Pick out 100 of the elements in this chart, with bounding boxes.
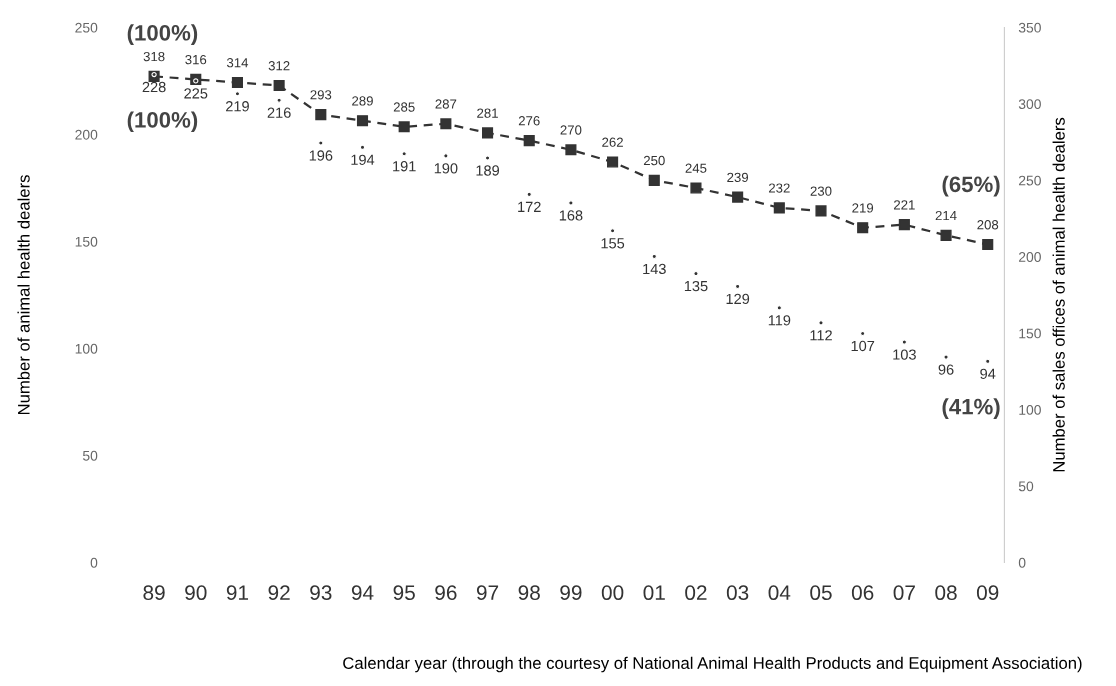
y2-tick-label: 50 (1018, 481, 1034, 492)
x-tick-label: 09 (976, 585, 999, 601)
data-label: 168 (559, 210, 583, 221)
point (273, 79, 285, 92)
data-label: 219 (852, 203, 874, 213)
y2-tick-label: 350 (1018, 22, 1041, 33)
data-label: 194 (351, 154, 375, 165)
annotation: (41%) (942, 398, 1000, 419)
data-label: 285 (393, 102, 415, 112)
point (359, 144, 366, 150)
x-tick-label: 05 (810, 585, 832, 601)
point (898, 219, 910, 231)
data-label: 225 (184, 88, 208, 99)
point (315, 109, 327, 121)
point (318, 140, 324, 146)
point (982, 238, 994, 251)
point (901, 339, 908, 345)
data-label: 190 (434, 163, 458, 174)
point (481, 127, 494, 139)
x-tick-label: 99 (560, 585, 582, 601)
data-label: 103 (893, 349, 916, 360)
x-tick-label: 97 (476, 585, 499, 601)
point (940, 229, 952, 241)
data-label: 250 (643, 155, 665, 166)
point (815, 205, 827, 217)
data-label: 232 (768, 183, 790, 193)
data-label: 107 (851, 340, 875, 352)
x-tick-label: 07 (893, 585, 915, 601)
point (231, 76, 244, 89)
point (773, 202, 785, 214)
point (985, 358, 991, 364)
x-tick-label: 00 (601, 585, 624, 601)
data-label: 312 (268, 61, 290, 71)
point (234, 91, 241, 97)
point (523, 135, 535, 147)
data-label: 228 (142, 81, 166, 93)
data-label: 262 (602, 137, 623, 147)
x-tick-label: 95 (393, 585, 415, 601)
x-tick-label: 06 (851, 585, 874, 601)
y-axis-title: Number of animal health dealers (17, 175, 30, 415)
point (609, 228, 616, 234)
point (443, 153, 449, 159)
x-tick-label: 03 (726, 585, 749, 601)
y2-tick-label: 0 (1018, 557, 1026, 568)
x-tick-label: 90 (185, 585, 207, 601)
data-label: 155 (601, 238, 625, 249)
x-tick-label: 93 (310, 585, 332, 601)
data-label: 214 (935, 210, 957, 221)
y-tick-label: 250 (75, 22, 98, 33)
data-label: 293 (310, 90, 332, 100)
point (276, 97, 282, 103)
x-tick-label: 98 (518, 585, 540, 601)
data-label: 112 (810, 330, 832, 341)
y-tick-label: 100 (75, 343, 98, 354)
point (943, 354, 949, 360)
data-label: 191 (393, 161, 416, 172)
data-label: 143 (643, 263, 666, 275)
point (398, 121, 410, 133)
point (526, 191, 532, 198)
x-tick-label: 01 (643, 585, 665, 601)
data-label: 289 (352, 96, 373, 106)
y2-axis-title: Number of sales offices of animal health dealers (1052, 117, 1065, 472)
data-label: 239 (727, 172, 749, 183)
x-tick-label: 02 (685, 585, 707, 601)
y-tick-label: 200 (75, 129, 98, 140)
point (356, 115, 369, 127)
data-label: 287 (435, 99, 457, 109)
x-tick-label: 08 (935, 585, 957, 601)
data-label: 208 (977, 220, 999, 230)
point (607, 156, 619, 168)
annotation: (100%) (127, 24, 198, 46)
data-label: 96 (938, 364, 954, 375)
data-label: 281 (477, 108, 498, 118)
annotation: (100%) (127, 111, 198, 133)
data-label: 219 (226, 101, 249, 112)
data-label: 245 (685, 163, 707, 173)
x-axis-title: Calendar year (through the courtesy of National Animal Health Products and Equipment Association) (343, 656, 1082, 673)
point (401, 151, 407, 157)
point (690, 182, 702, 194)
data-label: 276 (518, 116, 540, 126)
y2-tick-label: 200 (1018, 252, 1041, 262)
y2-tick-label: 100 (1019, 404, 1041, 415)
y-tick-label: 50 (82, 450, 98, 461)
x-tick-label: 91 (226, 585, 249, 601)
data-label: 230 (810, 186, 832, 196)
y-tick-label: 0 (90, 557, 98, 568)
y-tick-label: 150 (75, 236, 98, 247)
point (440, 118, 452, 130)
y2-tick-label: 150 (1019, 328, 1041, 339)
data-label: 216 (267, 107, 291, 118)
data-label: 135 (684, 280, 708, 292)
y2-tick-label: 250 (1018, 175, 1041, 186)
point (565, 144, 577, 156)
data-label: 129 (726, 293, 750, 305)
point (732, 191, 744, 203)
x-tick-label: 04 (768, 585, 791, 601)
data-label: 189 (476, 165, 500, 176)
point (568, 200, 574, 206)
data-label: 318 (143, 51, 165, 62)
data-label: 172 (518, 201, 541, 212)
